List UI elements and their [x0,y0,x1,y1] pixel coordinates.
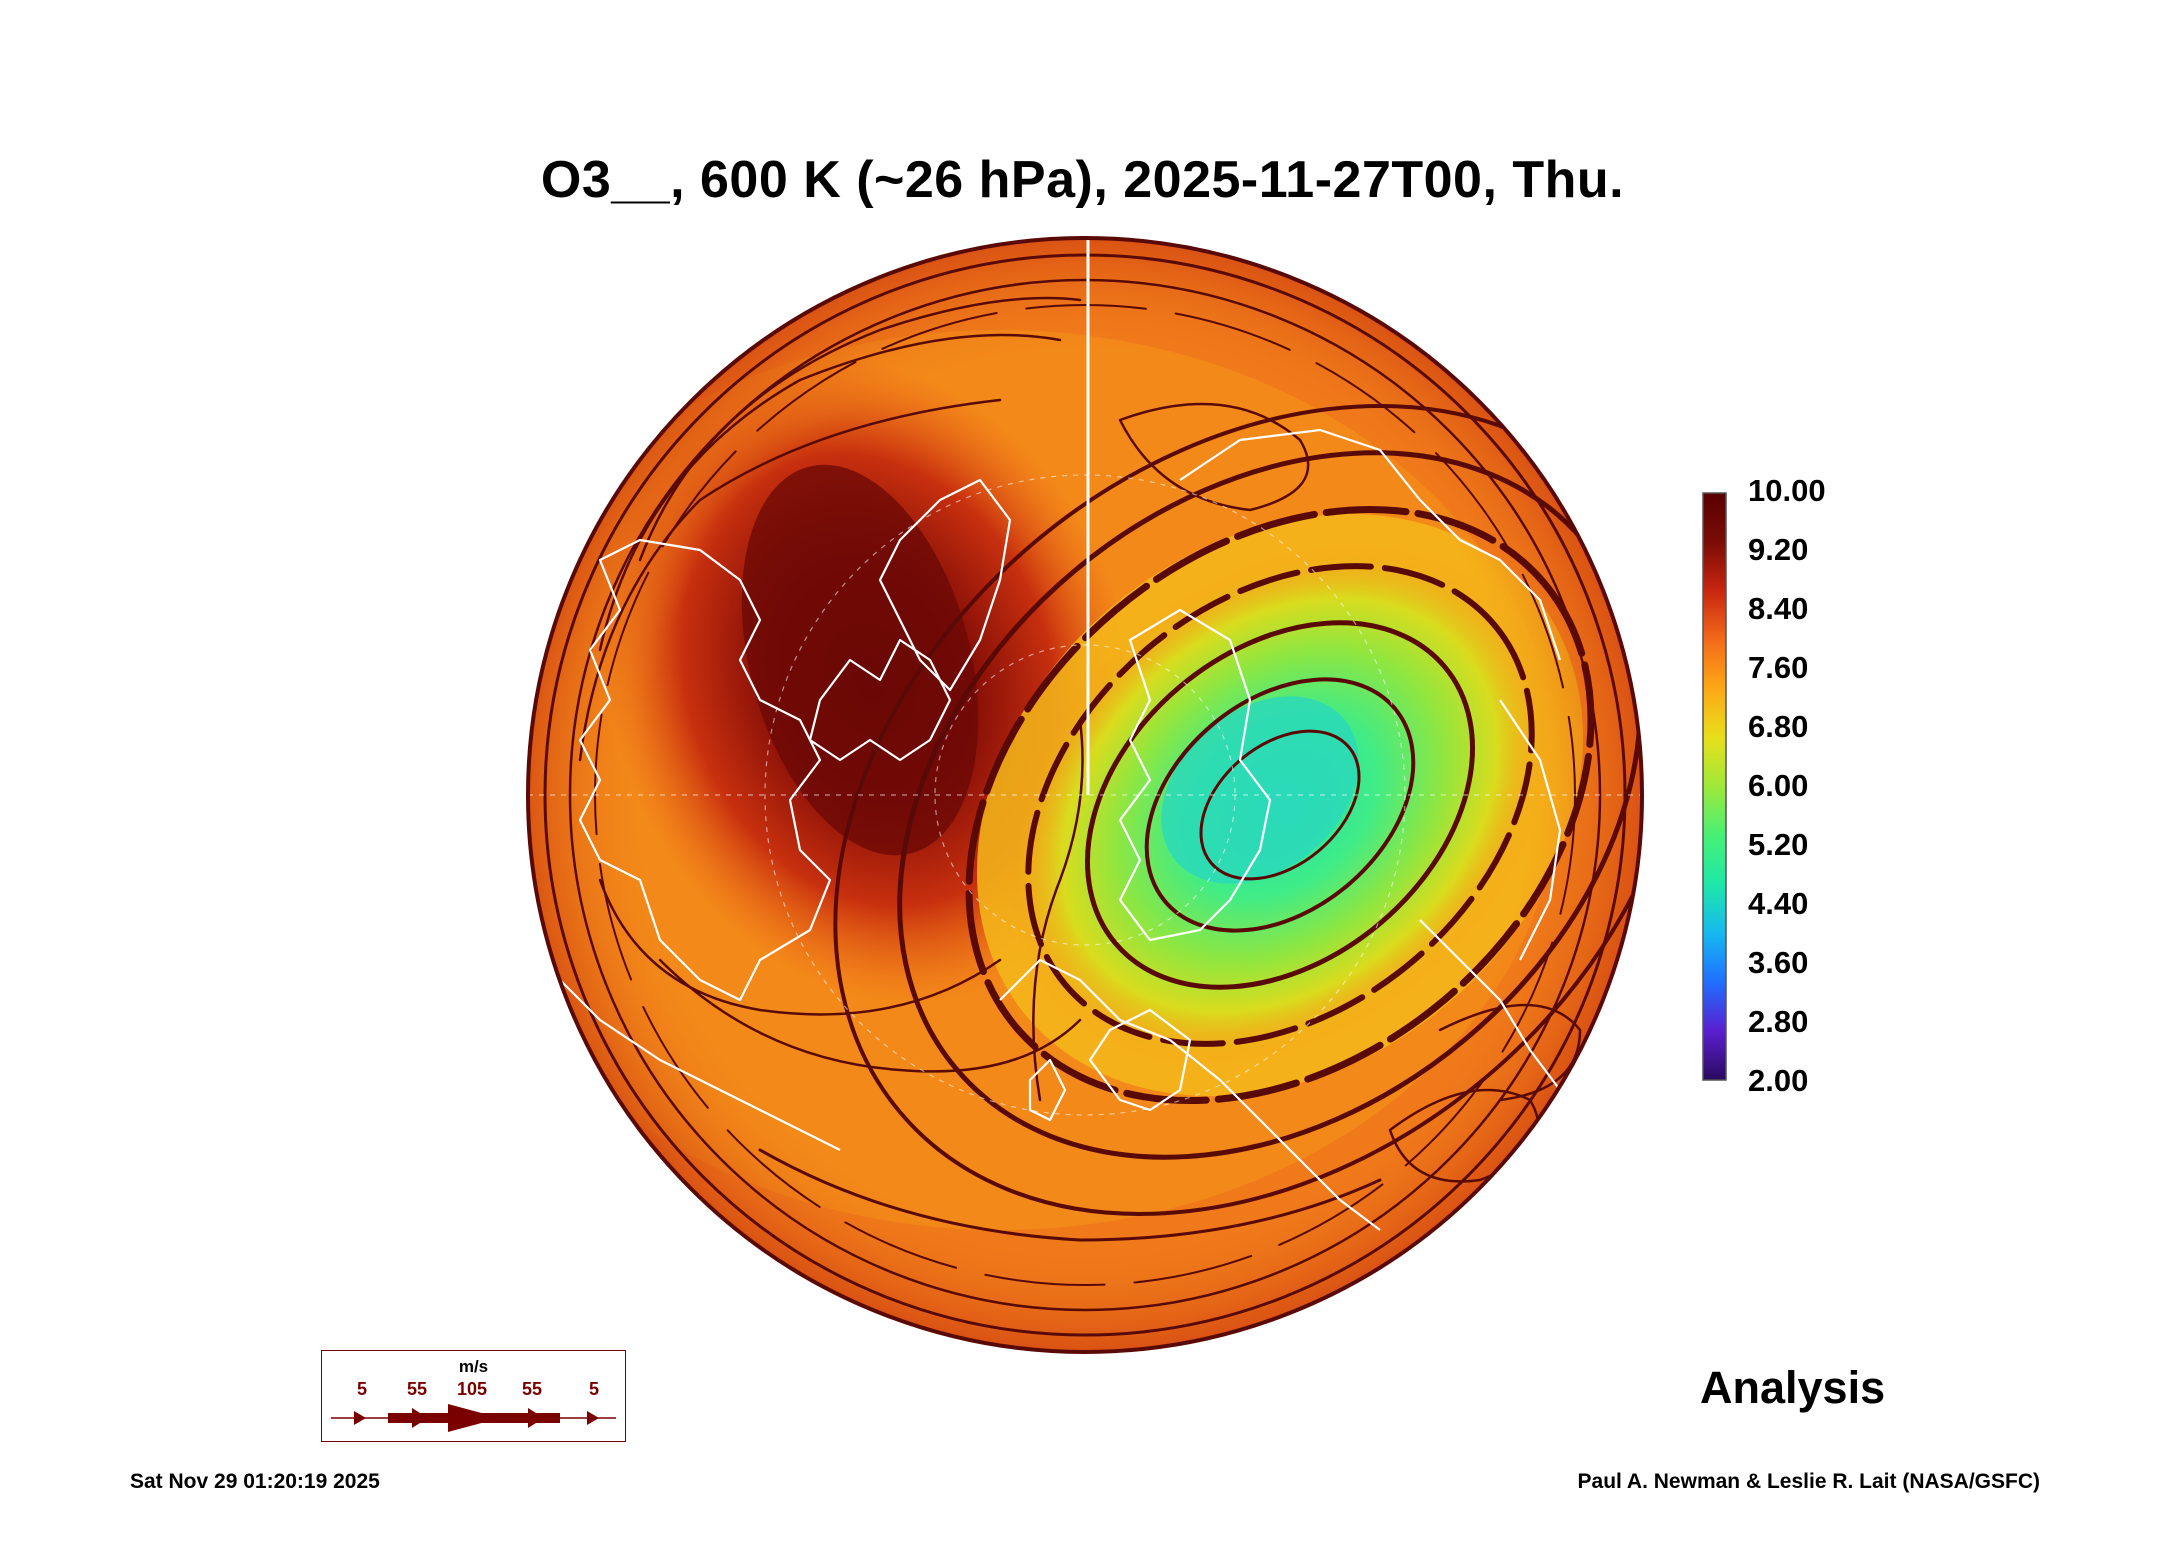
wind-key-label: 105 [457,1379,488,1399]
wind-key-marker [587,1411,599,1425]
wind-key-label: 5 [589,1379,600,1399]
streamline [1118,402,1310,512]
streamline [1025,563,1535,1047]
coastline-canadian-archipelago [808,638,952,762]
colorbar-label: 8.40 [1748,591,1809,626]
coastline-japan-pacific [1419,919,1561,1091]
streamline [1199,729,1361,881]
wind-key-marker [354,1411,366,1425]
streamline [1085,620,1475,990]
author-credit: Paul A. Newman & Leslie R. Lait (NASA/GS… [1577,1470,2040,1493]
colorbar-label: 7.60 [1748,650,1809,685]
streamline [758,1148,1382,1242]
streamline [965,505,1595,1105]
ozone-field [528,238,1642,1352]
colorbar-label: 4.40 [1748,886,1809,921]
coastline-siberia [1118,608,1272,942]
wind-key-unit: m/s [458,1357,489,1376]
colorbar [1702,492,1727,1081]
wind-key-marker [412,1408,428,1428]
colorbar-gradient [1702,492,1727,1081]
colorbar-label: 10.00 [1748,473,1826,508]
wind-key-label: 55 [407,1379,428,1399]
coastline-british-isles [1028,1058,1067,1122]
generation-timestamp: Sat Nov 29 01:20:19 2025 [130,1470,380,1493]
colorbar-label: 5.20 [1748,827,1809,862]
colorbar-label: 2.00 [1748,1063,1809,1098]
coastline-north-america [578,538,832,1002]
map-border [526,236,1644,1354]
colorbar-label: 6.80 [1748,709,1809,744]
map-title: O3__, 600 K (~26 hPa), 2025-11-27T00, Th… [540,151,1625,209]
colorbar-label: 2.80 [1748,1004,1809,1039]
coastline-east-asia [1499,699,1562,961]
wind-key-peak [448,1404,500,1432]
analysis-label: Analysis [1700,1362,1886,1413]
coastline-europe [999,958,1381,1231]
streamline [598,333,1062,652]
colorbar-label: 3.60 [1748,945,1809,980]
streamline [1144,677,1416,933]
colorbar-label: 6.00 [1748,768,1809,803]
wind-key-marker [528,1408,544,1428]
colorbar-label: 9.20 [1748,532,1809,567]
coastlines [559,428,1562,1231]
coastline-greenland [878,478,1012,692]
latitude-circle [934,644,1236,946]
disc-edge-shade [528,238,1642,1352]
graticule [528,474,1642,1116]
streamline [543,253,1627,1337]
coastline-scandinavia [1088,1008,1192,1112]
coastline-alaska [559,979,841,1151]
streamline [578,398,1002,762]
coastline-asia-north [1179,428,1562,661]
streamline [1032,718,1084,1102]
latitude-circle [764,474,1406,1116]
streamline [1438,1003,1582,1102]
streamline [598,878,1002,1016]
wind-key-label: 55 [522,1379,543,1399]
wind-speed-key: m/s 5 55 105 55 5 [321,1350,626,1442]
wind-key-arrow [331,1404,616,1432]
wind-key-label: 5 [357,1379,368,1399]
